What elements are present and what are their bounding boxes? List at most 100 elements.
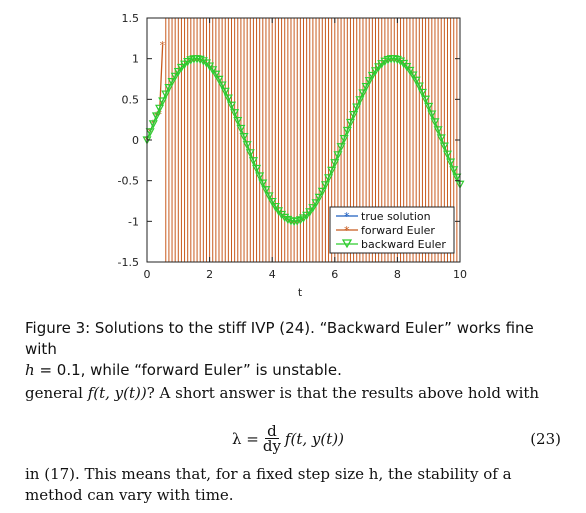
backward-euler-marker [352,103,362,112]
x-tick-label: 4 [269,268,276,281]
backward-euler-marker [267,197,277,207]
backward-euler-marker [230,109,240,118]
solution-plot: ****** 1.510.50-0.5-1-1.50 2 4 6 8 10 * true … [118,12,467,299]
equation-den: dy [262,437,281,455]
legend-be-label: backward Euler [361,238,446,251]
backward-euler-marker [433,126,443,135]
backward-euler-marker [364,77,374,86]
backward-euler-marker [339,135,349,144]
backward-euler-marker [198,57,208,66]
backward-euler-marker [223,94,233,103]
backward-euler-marker [245,149,255,158]
backward-euler-marker [227,101,237,111]
backward-euler-marker [233,116,243,126]
backward-euler-marker [192,55,202,64]
backward-euler-marker [405,66,415,76]
backward-euler-marker [430,118,440,127]
backward-euler-marker [283,215,293,225]
backward-euler-marker [308,204,318,213]
backward-euler-marker [424,102,434,112]
legend-be-marker [341,239,353,249]
backward-euler-marker [248,157,258,166]
y-tick-label: 0.5 [122,93,140,106]
backward-euler-marker [436,134,446,143]
backward-euler-marker [236,124,246,134]
y-tick-label: -1 [128,215,139,228]
backward-euler-marker [389,55,399,64]
y-tick-label: 1 [132,53,139,66]
backward-euler-marker [330,159,340,168]
forward-euler-marker: * [160,39,166,52]
backward-euler-marker [408,71,418,80]
backward-euler-marker [255,172,265,181]
backward-euler-marker [261,186,271,195]
backward-euler-marker [411,76,421,86]
equation-23: λ = d dy f(t, y(t)) (23) [0,418,586,458]
y-tick-label: 1.5 [122,12,140,25]
backward-euler-marker [173,67,183,77]
backward-euler-marker [311,199,321,208]
caption-h: h [25,361,35,379]
backward-euler-marker [402,63,412,72]
backward-euler-marker [180,60,190,69]
backward-euler-marker [161,90,171,99]
backward-euler-marker [421,95,431,105]
backward-euler-marker [305,208,315,217]
y-tick-label: 0 [132,134,139,147]
backward-euler-marker [302,211,312,221]
backward-euler-marker [280,213,290,223]
backward-euler-marker [270,202,280,212]
backward-euler-marker [367,71,377,81]
equation-body: λ = d dy f(t, y(t)) [232,424,344,455]
legend: * true solution * forward Euler backward… [329,206,455,254]
backward-euler-marker [396,57,406,66]
backward-euler-marker [148,120,158,129]
equation-lhs: λ = [232,429,259,448]
backward-euler-marker [252,164,262,174]
y-tick-label: -0.5 [118,175,139,188]
x-tick-label: 2 [206,268,213,281]
backward-euler-marker [355,96,365,105]
backward-euler-marker [217,81,227,90]
x-tick-label: 0 [144,268,151,281]
paragraph-1: general f(t, y(t))? A short answer is th… [25,383,565,404]
backward-euler-marker [342,126,352,136]
legend-fe-label: forward Euler [361,224,435,237]
backward-euler-marker [392,55,402,65]
backward-euler-marker [214,75,224,85]
axes: 1.5 1 0.5 0 -0.5 -1 -1.5 0 2 4 6 8 10 [118,12,467,281]
backward-euler-marker [324,174,334,183]
backward-euler-marker [164,84,174,93]
equation-derivative: d dy [261,424,283,455]
caption-line-1: Figure 3: Solutions to the stiff IVP (24… [25,319,534,358]
backward-euler-marker [446,158,456,167]
legend-fe-marker: * [344,224,350,237]
legend-true-label: true solution [361,210,431,223]
equation-number: (23) [530,430,561,448]
backward-euler-marker [427,110,437,119]
backward-euler-marker [264,192,274,201]
backward-euler-marker [442,150,452,159]
backward-euler-marker [320,181,330,190]
backward-euler-marker [452,173,462,182]
backward-euler-marker [358,89,368,98]
backward-euler-marker [345,118,355,128]
backward-euler-marker [370,67,380,76]
caption-line-2-rest: = 0.1, while “forward Euler” is unstable… [34,361,342,379]
backward-euler-marker [333,151,343,160]
paragraph-2: in (17). This means that, for a fixed st… [25,465,512,504]
x-axis-label: t [298,286,303,299]
backward-euler-marker [239,133,249,142]
backward-euler-marker [242,141,252,150]
equation-rhs: f(t, y(t)) [284,429,344,448]
backward-euler-marker [327,166,337,176]
backward-euler-marker [158,97,168,106]
backward-euler-marker [439,142,449,151]
backward-euler-marker [361,82,371,92]
para1-text-post: ? A short answer is that the results abo… [146,384,540,402]
backward-euler-marker [258,179,268,188]
backward-euler-marker [317,187,327,197]
backward-euler-markers [142,55,465,227]
x-tick-label: 10 [453,268,467,281]
x-tick-label: 8 [394,268,401,281]
